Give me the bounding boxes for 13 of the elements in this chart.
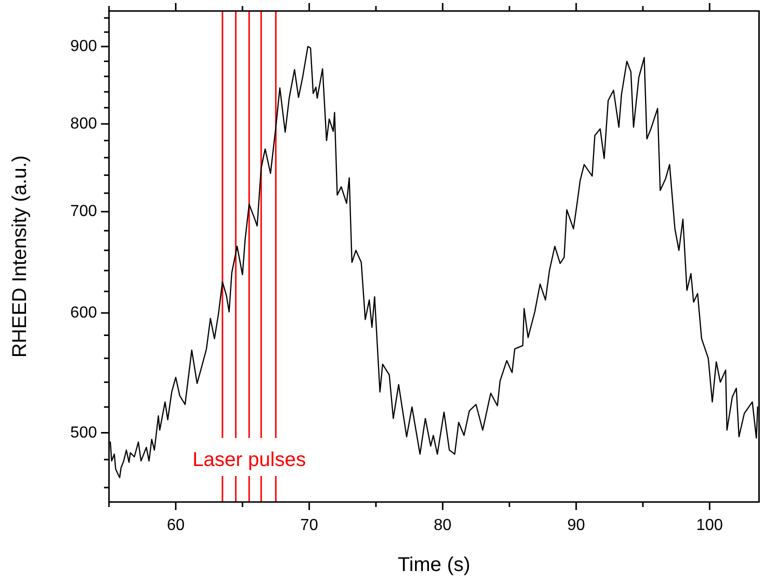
y-tick-label: 600 xyxy=(70,304,98,322)
x-tick-label: 90 xyxy=(567,517,586,534)
x-tick-label: 70 xyxy=(300,517,318,534)
y-axis-title: RHEED Intensity (a.u.) xyxy=(9,155,31,358)
x-tick-label: 60 xyxy=(166,517,185,534)
x-axis-title: Time (s) xyxy=(398,554,470,576)
y-tick-label: 900 xyxy=(70,38,98,56)
annotation: Laser pulses xyxy=(192,449,306,471)
x-tick-label: 100 xyxy=(696,517,724,534)
x-tick-label: 80 xyxy=(434,517,452,534)
y-tick-label: 700 xyxy=(70,203,98,220)
y-tick-label: 500 xyxy=(70,424,98,442)
y-tick-label: 800 xyxy=(70,115,98,132)
